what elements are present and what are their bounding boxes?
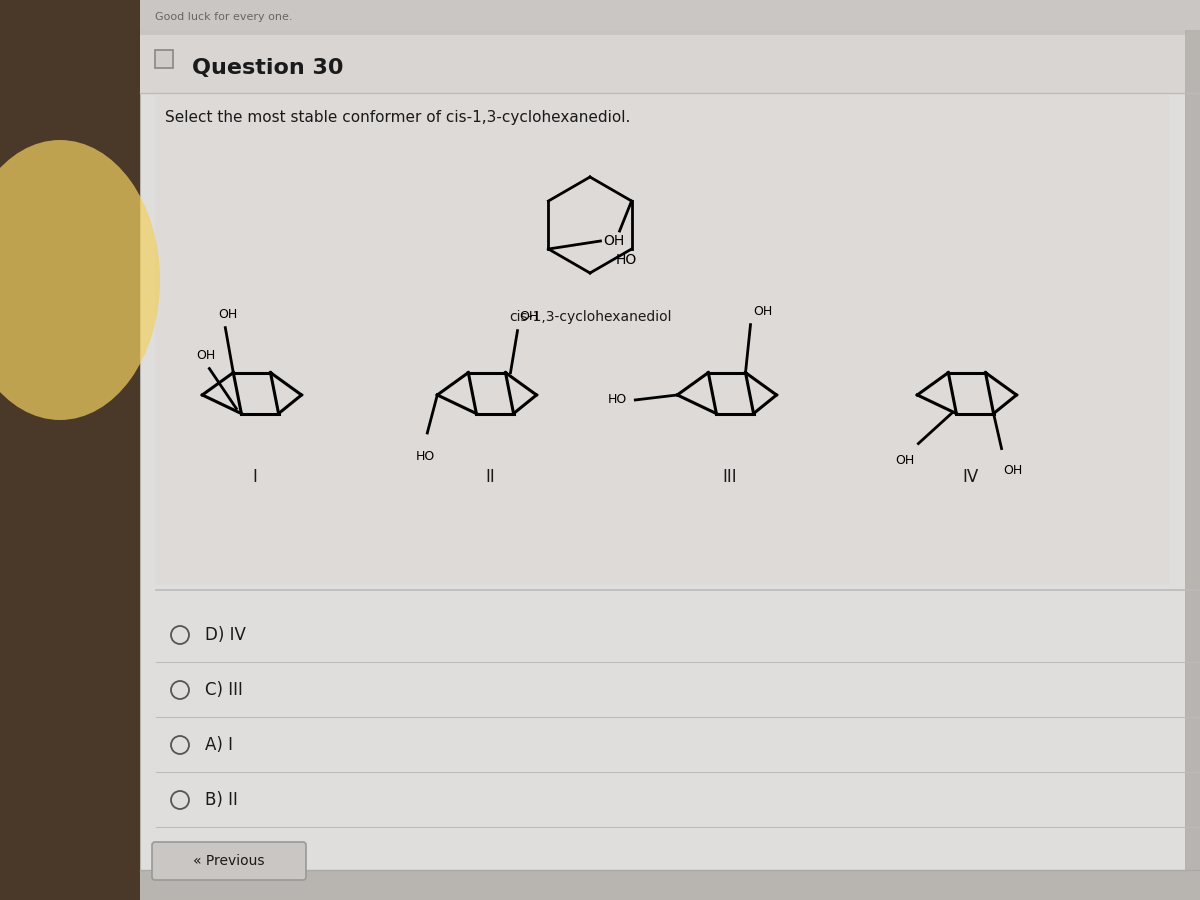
Ellipse shape — [0, 140, 160, 420]
Text: IV: IV — [962, 468, 978, 486]
FancyBboxPatch shape — [0, 0, 140, 900]
Text: OH: OH — [895, 454, 914, 466]
Text: OH: OH — [520, 310, 539, 322]
FancyBboxPatch shape — [155, 95, 1170, 585]
Text: HO: HO — [616, 253, 637, 267]
Text: D) IV: D) IV — [205, 626, 246, 644]
Text: III: III — [722, 468, 737, 486]
Text: OH: OH — [604, 234, 625, 248]
FancyBboxPatch shape — [140, 30, 1186, 870]
FancyBboxPatch shape — [152, 842, 306, 880]
Text: A) I: A) I — [205, 736, 233, 754]
Text: II: II — [485, 468, 494, 486]
Text: OH: OH — [1003, 464, 1022, 477]
Text: Question 30: Question 30 — [192, 58, 343, 78]
Text: « Previous: « Previous — [193, 854, 265, 868]
Text: OH: OH — [754, 304, 773, 318]
Text: B) II: B) II — [205, 791, 238, 809]
Text: OH: OH — [197, 348, 216, 362]
FancyBboxPatch shape — [155, 50, 173, 68]
Text: HO: HO — [608, 393, 628, 407]
Text: Select the most stable conformer of cis-1,3-cyclohexanediol.: Select the most stable conformer of cis-… — [166, 110, 630, 125]
Text: I: I — [252, 468, 258, 486]
Text: Good luck for every one.: Good luck for every one. — [155, 12, 293, 22]
FancyBboxPatch shape — [140, 0, 1200, 30]
Text: HO: HO — [415, 450, 434, 463]
Text: C) III: C) III — [205, 681, 242, 699]
FancyBboxPatch shape — [140, 35, 1186, 93]
FancyBboxPatch shape — [140, 30, 1186, 35]
Text: OH: OH — [218, 308, 238, 320]
Text: cis-1,3-cyclohexanediol: cis-1,3-cyclohexanediol — [509, 310, 671, 324]
